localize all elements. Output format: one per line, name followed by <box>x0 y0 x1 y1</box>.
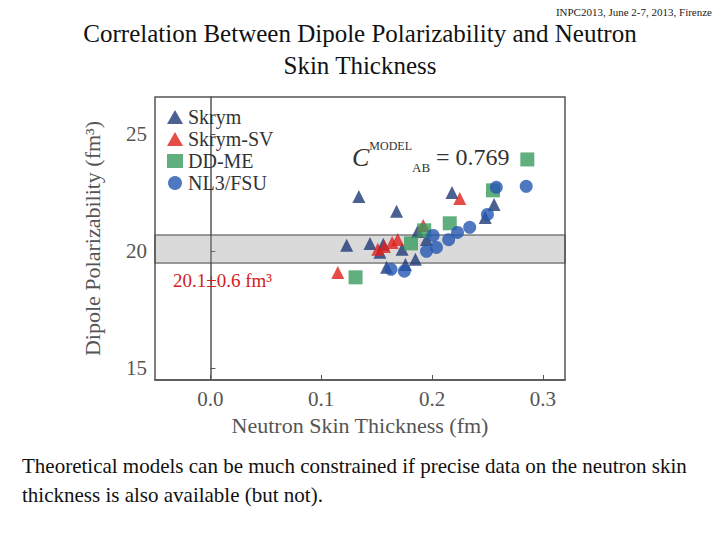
svg-text:0.0: 0.0 <box>197 387 223 411</box>
html-text:Correlation Between Dipole Pol: Correlation Between Dipole Polarizabilit… <box>83 20 637 79</box>
svg-text:NL3/FSU: NL3/FSU <box>188 172 267 194</box>
svg-text:25: 25 <box>126 122 147 146</box>
svg-text:20: 20 <box>126 239 147 263</box>
svg-text:0.2: 0.2 <box>419 387 445 411</box>
svg-text:15: 15 <box>126 356 147 380</box>
svg-text:Neutron Skin Thickness (fm): Neutron Skin Thickness (fm) <box>232 413 489 438</box>
svg-text:AB: AB <box>412 160 430 175</box>
html-text:INPC2013, June 2-7, 2013, Fire: INPC2013, June 2-7, 2013, Firenze <box>555 6 712 18</box>
svg-text:Dipole Polarizability (fm³): Dipole Polarizability (fm³) <box>80 121 105 356</box>
html-text:Theoretical models can be much: Theoretical models can be much constrain… <box>22 454 687 507</box>
svg-text:0.3: 0.3 <box>530 387 556 411</box>
svg-text:DD-ME: DD-ME <box>188 150 254 172</box>
svg-text:20.1±0.6 fm³: 20.1±0.6 fm³ <box>173 270 272 291</box>
svg-text:MODEL: MODEL <box>369 139 412 153</box>
svg-text:Skrym-SV: Skrym-SV <box>188 128 274 151</box>
svg-text:= 0.769: = 0.769 <box>430 144 510 170</box>
svg-text:0.1: 0.1 <box>308 387 334 411</box>
svg-text:Skrym: Skrym <box>188 106 242 129</box>
svg-text:C: C <box>352 143 370 172</box>
